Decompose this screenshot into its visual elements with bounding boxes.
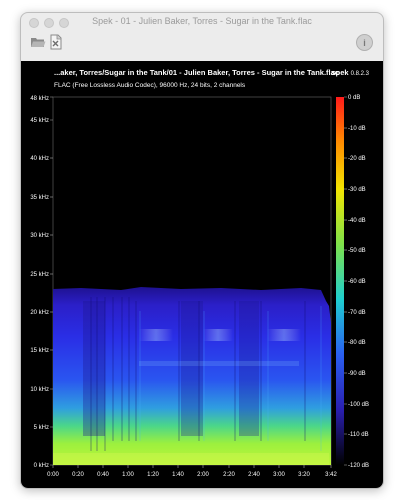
time-tick-label: 2:00 xyxy=(197,472,209,478)
zoom-window-button[interactable] xyxy=(59,18,69,28)
freq-tick-label: 45 kHz xyxy=(30,118,49,124)
freq-tick-label: 48 kHz xyxy=(30,96,49,102)
about-button[interactable]: i xyxy=(356,34,373,51)
info-icon: i xyxy=(363,37,366,48)
window-controls xyxy=(29,18,69,28)
minimize-window-button[interactable] xyxy=(44,18,54,28)
db-color-bar xyxy=(336,97,344,465)
toolbar: i xyxy=(21,31,383,57)
db-tick-label: -100 dB xyxy=(348,402,369,408)
app-name: spek 0.8.2.3 xyxy=(331,68,369,77)
db-tick-label: -20 dB xyxy=(348,156,366,162)
folder-open-icon xyxy=(31,38,46,47)
save-button[interactable] xyxy=(47,33,65,51)
db-tick-label: -110 dB xyxy=(348,432,369,438)
db-tick-label: -120 dB xyxy=(348,463,369,469)
time-tick-label: 0:20 xyxy=(72,472,84,478)
spectrogram-plot: 0 kHz 5 kHz 10 kHz 15 kHz 20 kHz 25 kHz … xyxy=(30,95,369,478)
time-tick-label: 3:42 xyxy=(325,472,337,478)
freq-tick-label: 25 kHz xyxy=(30,272,49,278)
time-tick-label: 1:00 xyxy=(122,472,134,478)
time-tick-label: 2:40 xyxy=(248,472,260,478)
db-tick-label: -90 dB xyxy=(348,371,366,377)
freq-tick-label: 10 kHz xyxy=(30,387,49,393)
freq-tick-label: 35 kHz xyxy=(30,195,49,201)
freq-tick-label: 5 kHz xyxy=(34,425,49,431)
file-title: ...aker, Torres/Sugar in the Tank/01 - J… xyxy=(54,68,339,77)
db-tick-label: 0 dB xyxy=(348,95,360,101)
time-tick-label: 3:00 xyxy=(273,472,285,478)
time-tick-label: 1:20 xyxy=(147,472,159,478)
save-icon xyxy=(50,34,62,50)
file-info: FLAC (Free Lossless Audio Codec), 96000 … xyxy=(54,82,246,89)
freq-tick-label: 30 kHz xyxy=(30,233,49,239)
spectrogram-view: ...aker, Torres/Sugar in the Tank/01 - J… xyxy=(21,61,383,488)
time-tick-label: 0:00 xyxy=(47,472,59,478)
time-tick-label: 3:20 xyxy=(298,472,310,478)
window-title: Spek - 01 - Julien Baker, Torres - Sugar… xyxy=(92,16,312,26)
db-tick-label: -10 dB xyxy=(348,126,366,132)
frequency-axis: 0 kHz 5 kHz 10 kHz 15 kHz 20 kHz 25 kHz … xyxy=(30,96,53,469)
freq-tick-label: 20 kHz xyxy=(30,310,49,316)
open-file-button[interactable] xyxy=(29,33,47,51)
db-tick-label: -30 dB xyxy=(348,187,366,193)
freq-tick-label: 40 kHz xyxy=(30,156,49,162)
time-tick-label: 2:20 xyxy=(223,472,235,478)
db-tick-label: -70 dB xyxy=(348,310,366,316)
freq-tick-label: 0 kHz xyxy=(34,463,49,469)
title-bar: Spek - 01 - Julien Baker, Torres - Sugar… xyxy=(21,13,383,31)
freq-tick-label: 15 kHz xyxy=(30,348,49,354)
time-axis: 0:00 0:20 0:40 1:00 1:20 1:40 2:00 2:20 … xyxy=(47,465,337,478)
db-tick-label: -50 dB xyxy=(348,248,366,254)
time-tick-label: 0:40 xyxy=(97,472,109,478)
app-name-label: spek xyxy=(331,68,349,77)
app-window: Spek - 01 - Julien Baker, Torres - Sugar… xyxy=(20,12,384,489)
db-scale: 0 dB -10 dB -20 dB -30 dB -40 dB -50 dB … xyxy=(336,95,369,469)
app-version: 0.8.2.3 xyxy=(350,71,369,77)
spectrogram-image xyxy=(53,287,331,465)
db-tick-label: -80 dB xyxy=(348,340,366,346)
time-tick-label: 1:40 xyxy=(172,472,184,478)
db-tick-label: -40 dB xyxy=(348,218,366,224)
close-window-button[interactable] xyxy=(29,18,39,28)
db-tick-label: -60 dB xyxy=(348,279,366,285)
